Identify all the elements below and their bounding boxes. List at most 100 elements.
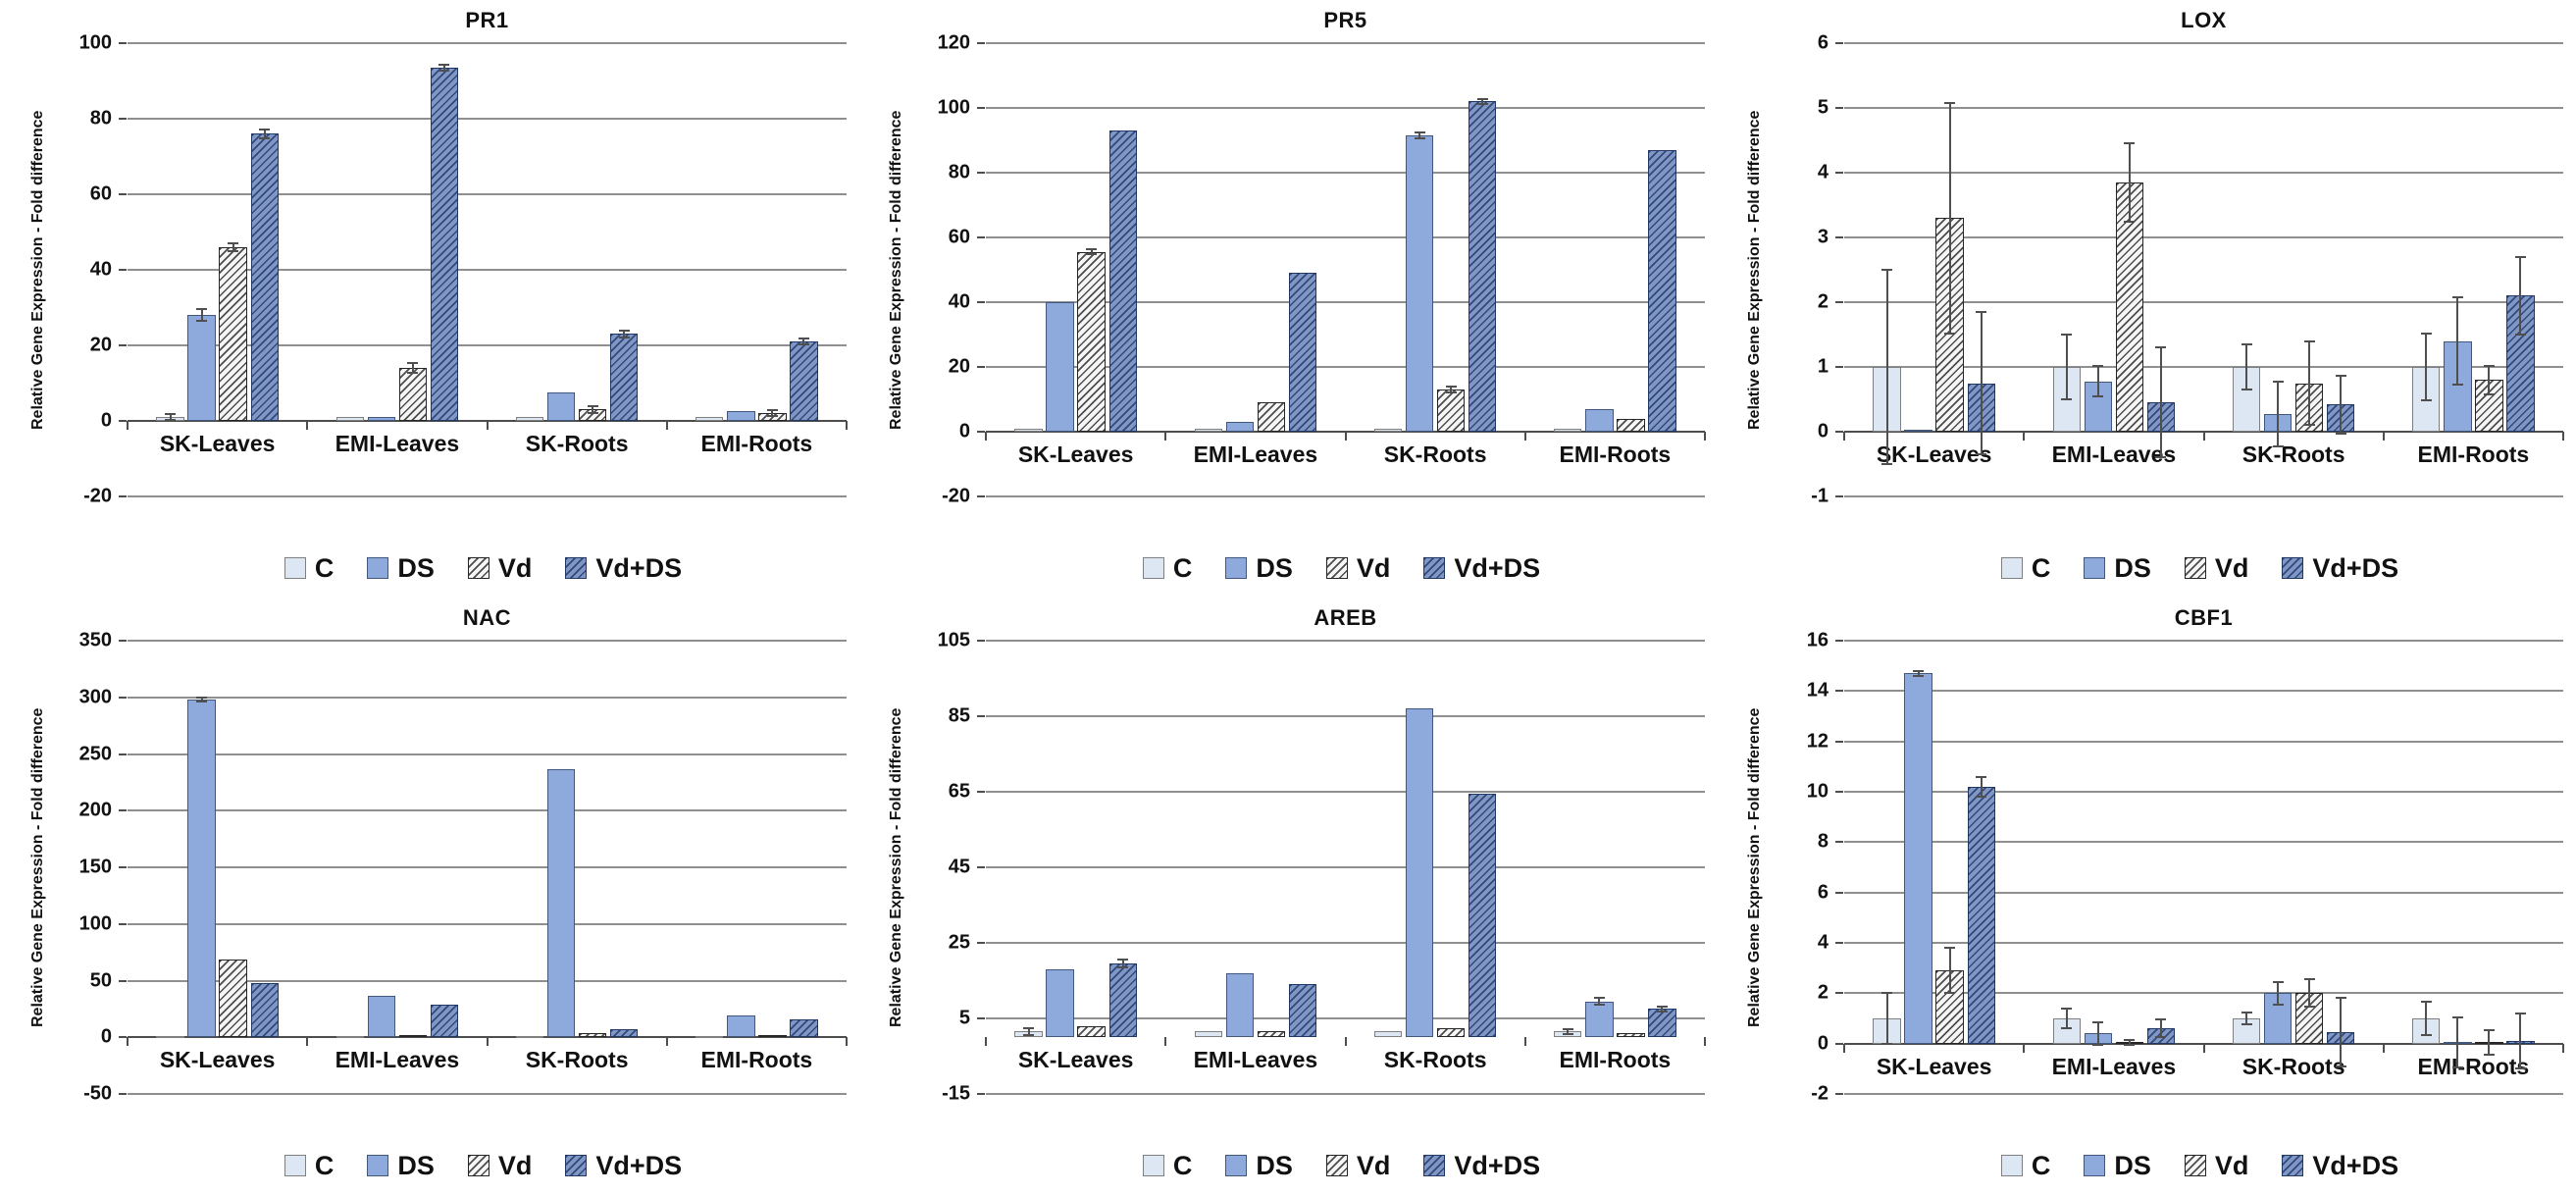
error-bar-cap [2451,1015,2463,1018]
y-axis-tick [977,106,985,109]
error-bar [1418,132,1421,138]
error-bar-cap [2451,295,2463,298]
error-bar [442,64,445,72]
error-bar-cap [2420,1033,2432,1036]
y-axis-tick [1835,42,1843,44]
y-tick-label: 20 [948,355,970,378]
x-axis-tick [1164,432,1167,441]
legend-label: Vd [497,1150,533,1180]
error-bar-cap [2272,1003,2284,1006]
bar-vd-emi-leaves [398,368,428,421]
y-tick-label: 4 [1817,931,1829,954]
gridline [1844,42,2563,44]
y-tick-label: 16 [1806,629,1829,651]
y-tick-label: 120 [937,31,970,54]
y-tick-label: 5 [958,1007,970,1029]
x-category-label: SK-Leaves [1017,1047,1134,1073]
y-axis-tick [977,300,985,303]
gridline [986,714,1705,717]
legend-label: Vd [1356,1150,1391,1180]
error-bar-cap [1117,959,1129,961]
error-bar-cap [1414,136,1425,139]
chart-title: NAC [462,605,512,630]
error-bar-cap [1976,775,1987,778]
error-bar [2128,143,2131,222]
error-bar-cap [1944,332,1956,335]
y-tick-label: 300 [78,686,112,708]
legend: C DS Vd Vd+DS [118,548,849,588]
error-bar-cap [2155,456,2167,459]
x-axis-tick [2023,1043,2026,1053]
y-axis-label: Relative Gene Expression - Fold differen… [888,110,904,430]
error-bar-cap [1881,1042,1893,1045]
error-bar-cap [798,343,809,346]
error-bar-cap [2272,980,2284,983]
legend-label: Vd+DS [595,1150,683,1180]
error-bar-cap [2155,346,2167,349]
x-axis-tick [306,421,309,430]
legend-item-c: C [2000,553,2050,584]
y-tick-label: 2 [1817,290,1829,313]
error-bar-cap [2092,1020,2104,1023]
gridline [1844,992,2563,995]
bar-vd-emi-leaves [2115,182,2144,432]
error-bar-cap [2124,142,2136,145]
bar-vd+ds-sk-leaves [1108,130,1137,432]
plot-area: -50 0 50 100 150 200 250 300 350 SK-Leaves EMI-Lea… [79,630,848,1105]
bar-ds-sk-roots [546,392,576,421]
legend-item-vd: Vd [2184,553,2248,584]
x-category-label: EMI-Roots [1559,442,1672,467]
legend-swatch-vd-icon [467,557,489,579]
y-tick-label: 8 [1817,830,1829,853]
bar-c-sk-leaves [1014,428,1043,432]
error-bar [1450,387,1453,392]
error-bar-cap [2335,1065,2346,1067]
y-tick-label: 50 [89,969,112,991]
error-bar-cap [2303,424,2315,427]
y-tick-label: 0 [1817,420,1829,442]
y-axis-tick [977,431,985,433]
legend: C DS Vd Vd+DS [1834,1146,2565,1185]
x-category-label: SK-Roots [2241,1053,2345,1079]
y-axis-tick [977,640,985,642]
x-axis-tick [1164,1037,1167,1047]
error-bar-cap [438,63,450,66]
gridline [128,979,847,982]
bar-vd-sk-leaves [1077,251,1106,432]
bar-vd+ds-emi-roots [1648,1009,1676,1038]
legend-item-vd: Vd [1325,553,1390,584]
error-bar-cap [766,415,778,418]
bar-vd+ds-emi-leaves [430,68,459,421]
error-bar-cap [2483,1028,2495,1031]
error-bar-cap [2061,1007,2073,1010]
y-tick-label: 65 [948,780,970,803]
y-axis-tick [1835,300,1843,303]
error-bar-cap [1913,674,1925,677]
error-bar [2159,347,2162,458]
legend-swatch-vd+ds-icon [1423,557,1446,579]
error-bar [623,331,626,338]
error-bar [2425,333,2428,401]
y-tick-label: 40 [89,258,112,281]
bar-vd-emi-leaves [398,1034,428,1038]
y-axis-tick [1835,941,1843,944]
y-tick-label: 100 [937,96,970,119]
gridline [1844,495,2563,497]
bar-vd+ds-sk-roots [1468,793,1497,1038]
y-axis-tick [1835,366,1843,368]
gridline [986,866,1705,868]
x-axis-tick [2202,1043,2205,1053]
legend-label: C [314,552,335,583]
error-bar [802,338,805,345]
x-axis-tick [1704,432,1706,441]
error-bar-cap [1944,992,1956,995]
error-bar [592,406,594,413]
legend-label: DS [2114,1150,2151,1180]
gridline [128,809,847,812]
y-axis-label: Relative Gene Expression - Fold differen… [29,110,46,430]
legend-swatch-c-icon [283,1155,306,1176]
x-axis-tick [2562,432,2564,441]
error-bar-cap [1086,253,1098,256]
legend-item-vd+ds: Vd+DS [1423,1151,1540,1181]
x-axis-tick [846,421,848,430]
